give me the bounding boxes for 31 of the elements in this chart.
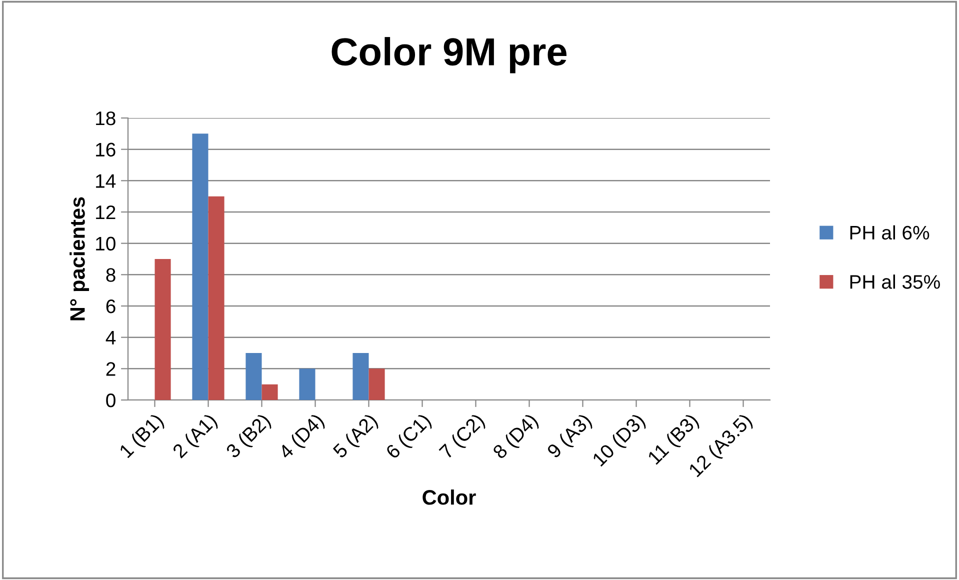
y-axis-title: N° pacientes [70,197,90,320]
x-tick-label: 1 (B1) [118,412,167,462]
bar [208,196,224,400]
chart-title: Color 9M pre [332,37,567,74]
x-tick-label: 6 (C1) [384,412,434,462]
bar [192,134,208,400]
y-tick-label: 4 [106,331,116,344]
y-tick-label: 16 [96,142,116,157]
x-tick-label: 4 (D4) [277,412,328,462]
y-tick-label: 0 [106,393,116,408]
bar [368,368,385,400]
y-tick-label: 2 [106,362,116,376]
y-tick-label: 8 [106,268,116,282]
y-tick-label: 6 [106,299,116,314]
x-axis-title: Color [422,490,476,505]
y-tick-label: 12 [96,205,116,220]
x-tick-label: 2 (A1) [172,412,220,462]
x-tick-label: 8 (D4) [492,412,542,462]
bar [262,384,278,400]
x-tick-label: 5 (A2) [332,412,381,462]
x-tick-label: 7 (C2) [438,412,488,462]
y-tick-label: 14 [96,174,116,188]
legend-label: PH al 35% [850,274,940,289]
bar [154,259,171,400]
bar [246,353,262,400]
bar [352,353,369,400]
y-tick-label: 10 [96,236,116,251]
bar [299,368,316,400]
x-tick-label: 3 (B2) [224,412,274,462]
y-tick-label: 18 [96,111,116,126]
legend-label: PH al 6% [850,225,930,240]
